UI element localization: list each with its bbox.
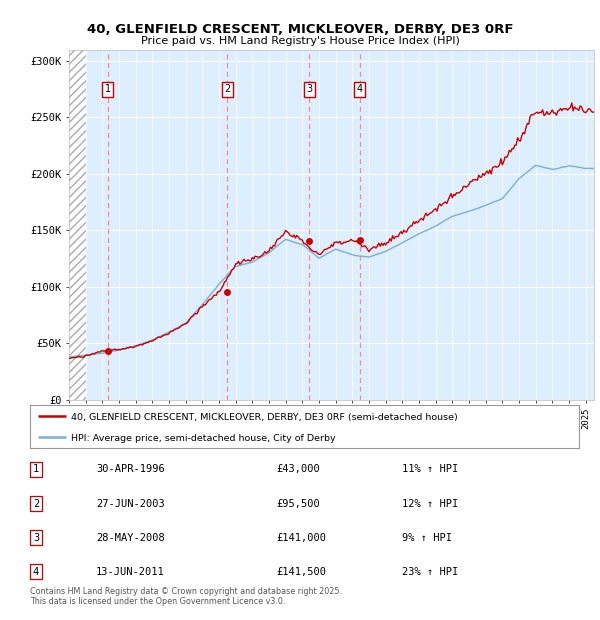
Text: 40, GLENFIELD CRESCENT, MICKLEOVER, DERBY, DE3 0RF (semi-detached house): 40, GLENFIELD CRESCENT, MICKLEOVER, DERB… bbox=[71, 413, 458, 422]
Text: 30-APR-1996: 30-APR-1996 bbox=[96, 464, 165, 474]
Text: 27-JUN-2003: 27-JUN-2003 bbox=[96, 498, 165, 508]
Text: 13-JUN-2011: 13-JUN-2011 bbox=[96, 567, 165, 577]
Text: £141,500: £141,500 bbox=[276, 567, 326, 577]
Text: 3: 3 bbox=[306, 84, 312, 94]
Text: £95,500: £95,500 bbox=[276, 498, 320, 508]
Text: 4: 4 bbox=[33, 567, 39, 577]
Text: 23% ↑ HPI: 23% ↑ HPI bbox=[402, 567, 458, 577]
Text: 3: 3 bbox=[33, 533, 39, 542]
Text: 11% ↑ HPI: 11% ↑ HPI bbox=[402, 464, 458, 474]
Text: 9% ↑ HPI: 9% ↑ HPI bbox=[402, 533, 452, 542]
Text: 2: 2 bbox=[33, 498, 39, 508]
Text: 40, GLENFIELD CRESCENT, MICKLEOVER, DERBY, DE3 0RF: 40, GLENFIELD CRESCENT, MICKLEOVER, DERB… bbox=[87, 23, 513, 36]
Text: 12% ↑ HPI: 12% ↑ HPI bbox=[402, 498, 458, 508]
Text: 4: 4 bbox=[357, 84, 363, 94]
Text: Contains HM Land Registry data © Crown copyright and database right 2025.
This d: Contains HM Land Registry data © Crown c… bbox=[30, 587, 342, 606]
Text: 1: 1 bbox=[33, 464, 39, 474]
Text: 28-MAY-2008: 28-MAY-2008 bbox=[96, 533, 165, 542]
Text: 1: 1 bbox=[105, 84, 111, 94]
Text: 2: 2 bbox=[224, 84, 230, 94]
Text: HPI: Average price, semi-detached house, City of Derby: HPI: Average price, semi-detached house,… bbox=[71, 434, 336, 443]
Bar bbox=[69, 50, 86, 400]
Text: £43,000: £43,000 bbox=[276, 464, 320, 474]
Text: Price paid vs. HM Land Registry's House Price Index (HPI): Price paid vs. HM Land Registry's House … bbox=[140, 36, 460, 46]
Text: £141,000: £141,000 bbox=[276, 533, 326, 542]
